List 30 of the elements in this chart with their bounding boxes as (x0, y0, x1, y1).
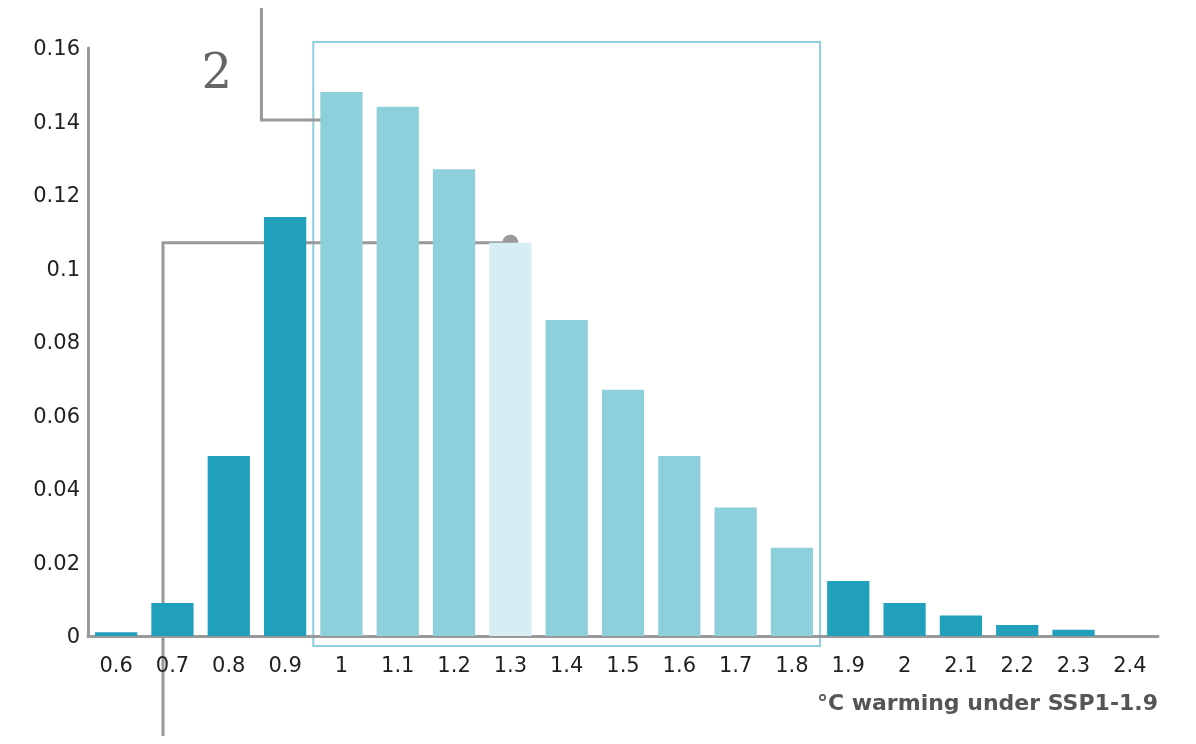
x-tick-label: 1.8 (775, 652, 809, 677)
x-tick-label: 0.9 (268, 652, 302, 677)
x-tick-label: 0.7 (155, 652, 190, 677)
x-tick-label: 1.1 (381, 652, 415, 677)
x-tick-label: 2.1 (944, 652, 978, 677)
y-tick-label: 0.16 (33, 36, 80, 60)
x-axis-title: °C warming under SSP1-1.9 (816, 689, 1158, 715)
y-tick-label: 0.08 (33, 330, 80, 354)
x-tick-label: 2.4 (1113, 652, 1147, 677)
y-tick-label: 0.1 (46, 256, 80, 281)
x-tick-label: 1.7 (718, 652, 753, 677)
x-tick-label: 0.6 (99, 652, 133, 677)
y-tick-label: 0.06 (33, 403, 80, 428)
x-tick-label: 1 (334, 652, 349, 677)
x-tick-label: 1.2 (437, 652, 471, 677)
x-tick-label: 2.3 (1056, 652, 1091, 677)
y-tick-label: 0.02 (33, 550, 80, 575)
x-tick-label: 2 (897, 652, 912, 677)
y-tick-label: 0 (66, 624, 80, 648)
x-tick-label: 1.6 (662, 652, 697, 677)
x-tick-label: 0.8 (212, 652, 246, 677)
annotation: 2 (201, 43, 232, 100)
y-tick-label: 0.04 (33, 477, 80, 501)
y-tick-label: 0.12 (33, 183, 80, 207)
x-tick-label: 2.2 (1000, 652, 1034, 677)
x-tick-label: 1.5 (606, 652, 640, 677)
y-tick-label: 0.14 (33, 109, 80, 134)
x-tick-label: 1.4 (549, 652, 584, 677)
x-tick-label: 1.9 (831, 652, 865, 677)
x-tick-label: 1.3 (493, 652, 528, 677)
